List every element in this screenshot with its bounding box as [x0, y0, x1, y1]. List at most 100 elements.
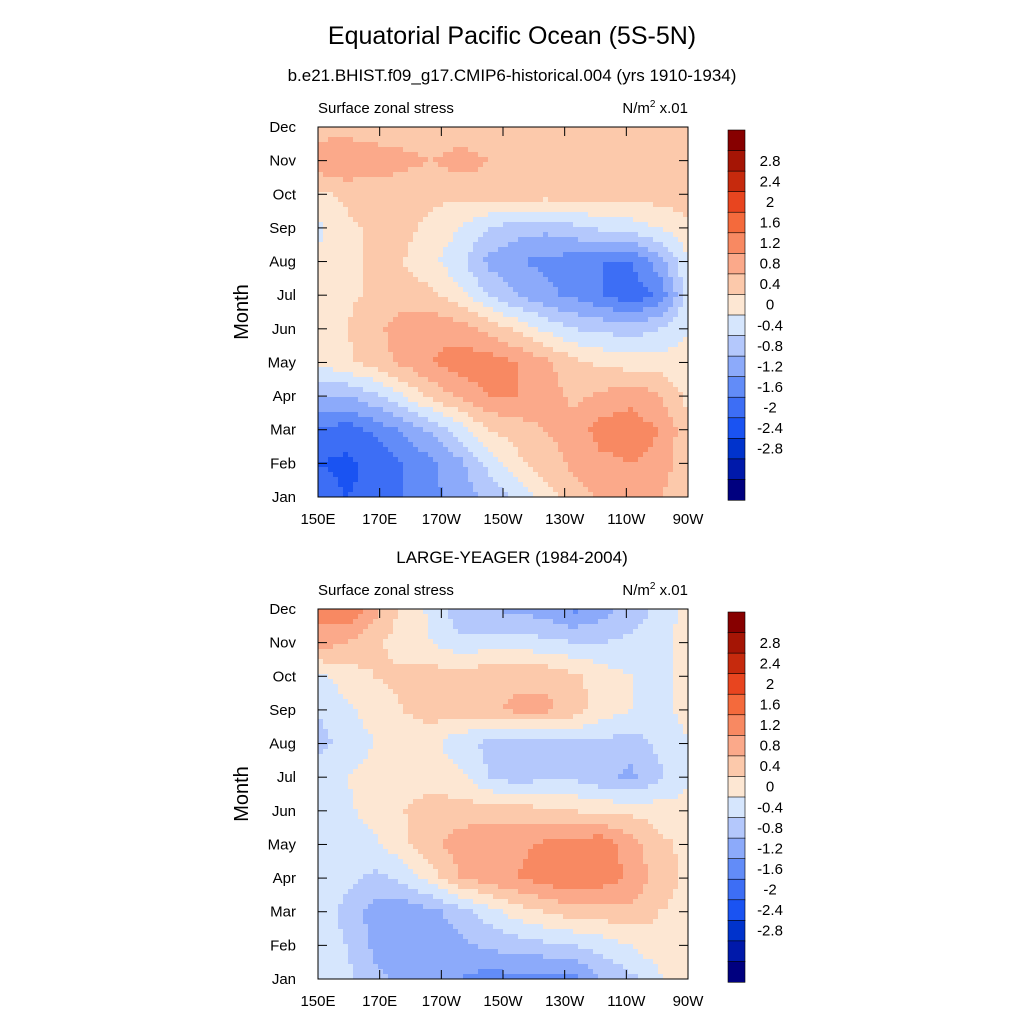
- heatmap-cell: [548, 222, 554, 228]
- heatmap-cell: [668, 237, 674, 243]
- heatmap-cell: [388, 277, 394, 283]
- heatmap-cell: [478, 377, 484, 383]
- heatmap-cell: [623, 202, 629, 208]
- heatmap-cell: [463, 372, 469, 378]
- heatmap-cell: [563, 407, 569, 413]
- heatmap-cell: [588, 317, 594, 323]
- heatmap-cell: [318, 397, 324, 403]
- heatmap-cell: [548, 297, 554, 303]
- heatmap-cell: [483, 287, 489, 293]
- heatmap-cell: [643, 167, 649, 173]
- heatmap-cell: [663, 397, 669, 403]
- heatmap-cell: [323, 257, 329, 263]
- heatmap-cell: [403, 132, 409, 138]
- heatmap-cell: [433, 262, 439, 268]
- heatmap-cell: [483, 312, 489, 318]
- heatmap-cell: [468, 187, 474, 193]
- heatmap-cell: [493, 447, 499, 453]
- heatmap-cell: [373, 277, 379, 283]
- heatmap-cell: [523, 187, 529, 193]
- heatmap-cell: [588, 237, 594, 243]
- heatmap-cell: [638, 367, 644, 373]
- heatmap-cell: [348, 462, 354, 468]
- heatmap-cell: [508, 407, 514, 413]
- heatmap-cell: [623, 337, 629, 343]
- heatmap-cell: [618, 412, 624, 418]
- heatmap-cell: [443, 327, 449, 333]
- heatmap-cell: [613, 262, 619, 268]
- heatmap-cell: [613, 212, 619, 218]
- heatmap-cell: [678, 207, 684, 213]
- heatmap-cell: [578, 452, 584, 458]
- heatmap-cell: [353, 347, 359, 353]
- heatmap-cell: [673, 222, 679, 228]
- heatmap-cell: [683, 267, 689, 273]
- heatmap-cell: [618, 347, 624, 353]
- heatmap-cell: [463, 427, 469, 433]
- heatmap-cell: [518, 352, 524, 358]
- heatmap-cell: [418, 412, 424, 418]
- heatmap-cell: [448, 362, 454, 368]
- heatmap-cell: [408, 177, 414, 183]
- heatmap-cell: [538, 312, 544, 318]
- heatmap-cell: [378, 452, 384, 458]
- heatmap-cell: [668, 167, 674, 173]
- heatmap-cell: [543, 227, 549, 233]
- heatmap-cell: [423, 282, 429, 288]
- heatmap-cell: [328, 457, 334, 463]
- heatmap-cell: [453, 407, 459, 413]
- heatmap-cell: [423, 452, 429, 458]
- heatmap-cell: [538, 217, 544, 223]
- heatmap-cell: [493, 372, 499, 378]
- heatmap-cell: [353, 337, 359, 343]
- heatmap-cell: [458, 427, 464, 433]
- heatmap-cell: [623, 287, 629, 293]
- heatmap-cell: [383, 432, 389, 438]
- heatmap-cell: [468, 212, 474, 218]
- heatmap-cell: [398, 152, 404, 158]
- heatmap-cell: [388, 422, 394, 428]
- heatmap-cell: [508, 227, 514, 233]
- heatmap-cell: [408, 432, 414, 438]
- heatmap-cell: [618, 317, 624, 323]
- heatmap-cell: [523, 322, 529, 328]
- heatmap-cell: [533, 192, 539, 198]
- heatmap-cell: [388, 337, 394, 343]
- heatmap-cell: [388, 217, 394, 223]
- heatmap-cell: [443, 197, 449, 203]
- heatmap-cell: [373, 392, 379, 398]
- heatmap-cell: [658, 242, 664, 248]
- heatmap-cell: [523, 227, 529, 233]
- heatmap-cell: [518, 182, 524, 188]
- heatmap-cell: [603, 347, 609, 353]
- heatmap-cell: [568, 322, 574, 328]
- heatmap-cell: [648, 317, 654, 323]
- heatmap-cell: [558, 307, 564, 313]
- heatmap-cell: [443, 457, 449, 463]
- heatmap-cell: [493, 462, 499, 468]
- heatmap-cell: [333, 442, 339, 448]
- heatmap-cell: [338, 402, 344, 408]
- heatmap-cell: [578, 212, 584, 218]
- heatmap-cell: [318, 432, 324, 438]
- heatmap-cell: [523, 172, 529, 178]
- heatmap-cell: [498, 347, 504, 353]
- heatmap-cell: [493, 412, 499, 418]
- heatmap-cell: [588, 262, 594, 268]
- heatmap-cell: [683, 202, 689, 208]
- heatmap-cell: [503, 377, 509, 383]
- heatmap-cell: [423, 182, 429, 188]
- heatmap-cell: [678, 217, 684, 223]
- heatmap-cell: [403, 292, 409, 298]
- heatmap-cell: [488, 372, 494, 378]
- heatmap-cell: [468, 127, 474, 133]
- heatmap-cell: [413, 332, 419, 338]
- heatmap-cell: [513, 307, 519, 313]
- heatmap-cell: [503, 232, 509, 238]
- heatmap-cell: [523, 337, 529, 343]
- heatmap-cell: [423, 162, 429, 168]
- heatmap-cell: [393, 137, 399, 143]
- heatmap-cell: [433, 162, 439, 168]
- heatmap-cell: [483, 247, 489, 253]
- heatmap-cell: [493, 442, 499, 448]
